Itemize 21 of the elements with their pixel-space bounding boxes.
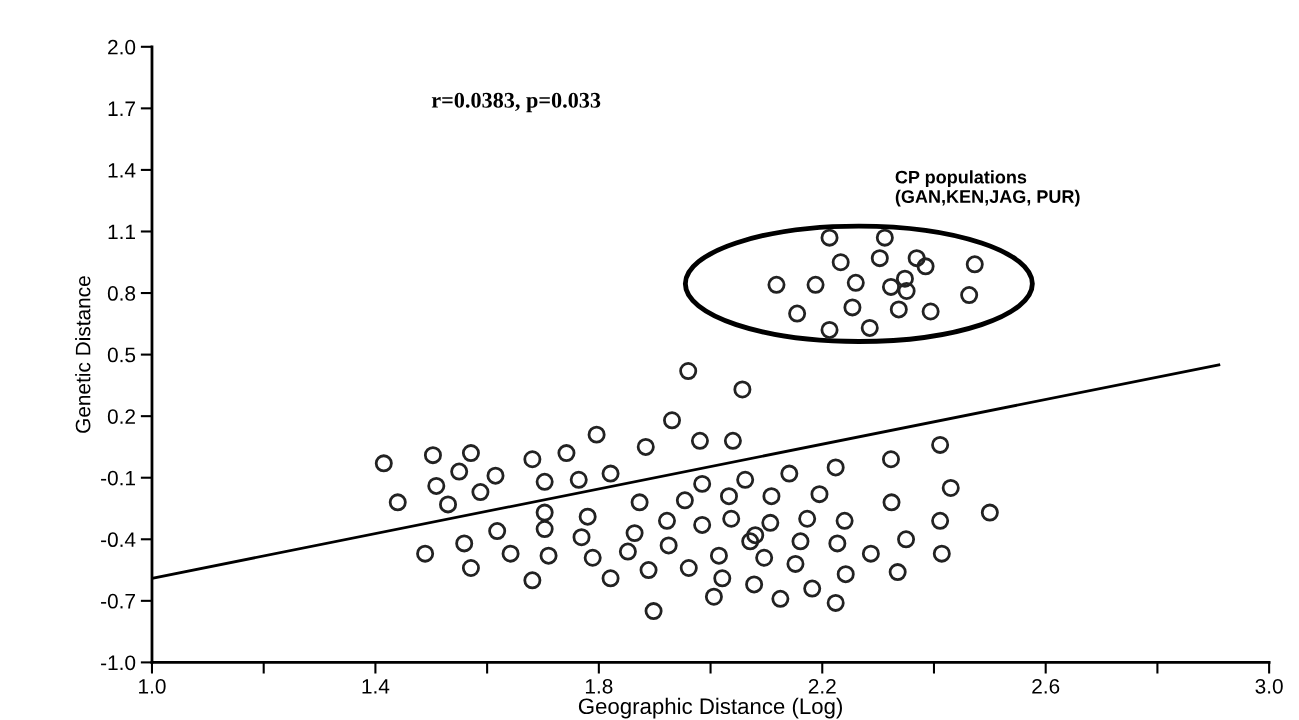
y-tick-label: -0.4 xyxy=(101,532,136,548)
x-tick-label: 1.8 xyxy=(585,678,613,694)
x-tick-label: 2.2 xyxy=(808,678,836,694)
y-tick-label: 1.1 xyxy=(108,224,135,240)
x-tick-label: 3.0 xyxy=(1255,678,1283,694)
y-axis-title: Genetic Distance xyxy=(75,276,91,433)
y-tick-label: -0.1 xyxy=(101,470,135,486)
annotation: r=0.0383, p=0.033 xyxy=(431,92,601,113)
annotation: CP populations (GAN,KEN,JAG, PUR) xyxy=(895,170,1080,207)
y-tick-label: 1.7 xyxy=(108,101,135,116)
y-tick-label: -1.0 xyxy=(101,655,136,671)
y-tick-label: 0.2 xyxy=(107,409,135,424)
x-tick-label: 1.4 xyxy=(362,679,390,694)
y-tick-label: 0.8 xyxy=(107,286,136,301)
y-tick-label: -0.7 xyxy=(101,593,135,609)
y-tick-label: 2.0 xyxy=(108,39,136,55)
x-axis-title: Geographic Distance (Log) xyxy=(578,697,842,719)
y-tick-label: 1.4 xyxy=(108,163,136,178)
y-tick-label: 0.5 xyxy=(107,347,136,363)
x-tick-label: 2.6 xyxy=(1032,678,1060,694)
x-tick-label: 1.0 xyxy=(139,678,166,694)
